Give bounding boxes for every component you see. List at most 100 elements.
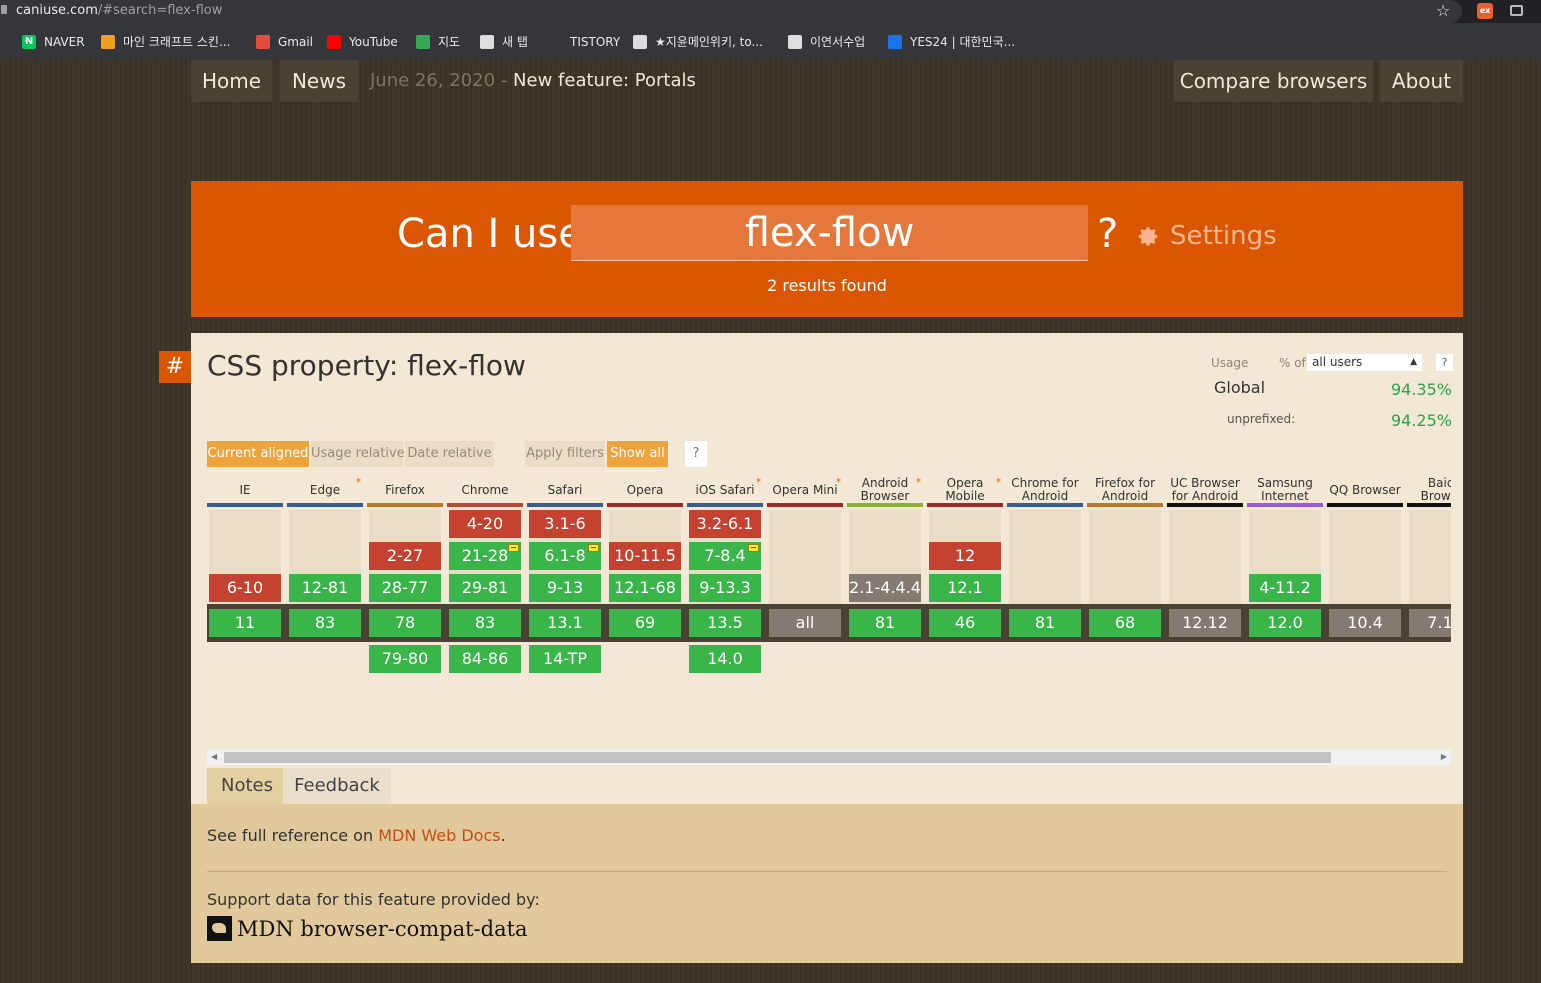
current-version-cell[interactable]: 83 — [449, 609, 521, 637]
users-select[interactable]: all users ▲ — [1307, 354, 1422, 371]
browser-name[interactable]: UC Browser for Android — [1167, 473, 1243, 507]
scrollbar-thumb[interactable] — [224, 752, 1331, 763]
bookmark-item[interactable]: 새 탭 — [480, 23, 528, 60]
unprefixed-label: unprefixed: — [1227, 412, 1296, 426]
version-cell[interactable]: 12.1-68 — [609, 574, 681, 602]
current-version-cell[interactable]: 13.1 — [529, 609, 601, 637]
version-cell[interactable]: 9-13.3 — [689, 574, 761, 602]
feature-title[interactable]: CSS property: flex-flow — [207, 349, 526, 382]
browser-name[interactable]: Opera — [607, 473, 683, 507]
scroll-left-icon[interactable]: ◀ — [211, 752, 218, 761]
tab-notes[interactable]: Notes — [207, 768, 287, 804]
usage-relative-button[interactable]: Usage relative — [311, 441, 405, 467]
search-input[interactable]: flex-flow — [571, 205, 1088, 261]
future-version-cell[interactable]: 14.0 — [689, 645, 761, 673]
browser-name[interactable]: Safari — [527, 473, 603, 507]
version-cell[interactable]: 9-13 — [529, 574, 601, 602]
extension-icon[interactable]: ex — [1477, 3, 1493, 19]
browser-name[interactable]: Android Browser — [847, 473, 923, 507]
current-version-cell[interactable]: 69 — [609, 609, 681, 637]
version-cell[interactable]: 29-81 — [449, 574, 521, 602]
current-version-cell[interactable]: 83 — [289, 609, 361, 637]
browser-name[interactable]: QQ Browser — [1327, 473, 1403, 507]
nav-news[interactable]: News — [280, 60, 358, 102]
usage-help-button[interactable]: ? — [1436, 354, 1453, 371]
bookmark-item[interactable]: YouTube — [327, 23, 398, 60]
current-version-cell[interactable]: 7.12 — [1409, 609, 1451, 637]
table-help-button[interactable]: ? — [685, 441, 707, 467]
bookmark-star-icon[interactable]: ☆ — [1436, 1, 1451, 20]
settings-button[interactable]: Settings — [1135, 221, 1277, 251]
browser-name[interactable]: Baidu Browser — [1407, 473, 1451, 507]
bookmark-item[interactable]: 이연서수업 — [788, 23, 865, 60]
future-version-cell[interactable]: 84-86 — [449, 645, 521, 673]
bookmark-item[interactable]: 마인 크래프트 스킨... — [101, 23, 230, 60]
show-all-button[interactable]: Show all — [607, 441, 668, 467]
browser-name[interactable]: Firefox for Android — [1087, 473, 1163, 507]
mdn-bcd-link[interactable]: MDN browser-compat-data — [207, 916, 528, 941]
version-cell[interactable]: 12.1 — [929, 574, 1001, 602]
browser-name[interactable]: Edge — [287, 473, 363, 507]
bookmark-item[interactable]: Gmail — [256, 23, 313, 60]
mdn-link[interactable]: MDN Web Docs — [378, 826, 501, 845]
version-cell[interactable]: 6.1-8 — [529, 542, 601, 570]
table-scrollbar[interactable]: ◀ ▶ — [207, 750, 1451, 765]
current-version-cell[interactable]: 11 — [209, 609, 281, 637]
bookmark-item[interactable]: 지도 — [416, 23, 460, 60]
browser-name[interactable]: Opera Mobile — [927, 473, 1003, 507]
nav-about[interactable]: About — [1380, 60, 1463, 102]
current-version-cell[interactable]: 68 — [1089, 609, 1161, 637]
nav-home[interactable]: Home — [191, 60, 272, 102]
browser-column: Chrome 4-20 21-28 29-81 83 84-86 — [447, 473, 523, 683]
version-cell[interactable]: 7-8.4 — [689, 542, 761, 570]
tab-feedback[interactable]: Feedback — [283, 768, 391, 804]
browser-name[interactable]: Chrome — [447, 473, 523, 507]
current-aligned-button[interactable]: Current aligned — [207, 441, 309, 467]
browser-name[interactable]: IE — [207, 473, 283, 507]
bookmark-item[interactable]: ★지윤메인위키, to... — [633, 23, 763, 60]
version-cell[interactable]: 4-11.2 — [1249, 574, 1321, 602]
current-version-cell[interactable]: 10.4 — [1329, 609, 1401, 637]
browser-name-label: IE — [239, 482, 251, 497]
scroll-right-icon[interactable]: ▶ — [1440, 752, 1447, 761]
version-cell[interactable]: 12-81 — [289, 574, 361, 602]
future-version-cell[interactable]: 79-80 — [369, 645, 441, 673]
current-version-cell[interactable]: 81 — [849, 609, 921, 637]
version-cell[interactable]: 2-27 — [369, 542, 441, 570]
news-ticker[interactable]: June 26, 2020 - New feature: Portals — [370, 60, 696, 102]
url-text[interactable]: caniuse.com/#search=flex-flow — [16, 3, 223, 18]
feature-anchor-link[interactable]: # — [159, 351, 191, 383]
version-cell[interactable]: 28-77 — [369, 574, 441, 602]
version-cell[interactable]: 12 — [929, 542, 1001, 570]
browser-name[interactable]: iOS Safari — [687, 473, 763, 507]
search-help[interactable]: ? — [1097, 211, 1119, 257]
current-version-cell[interactable]: 46 — [929, 609, 1001, 637]
version-cell[interactable]: 2.1-4.4.4 — [849, 574, 921, 602]
version-cell[interactable]: 4-20 — [449, 510, 521, 538]
version-cell[interactable]: 3.2-6.1 — [689, 510, 761, 538]
current-version-cell[interactable]: 81 — [1009, 609, 1081, 637]
browser-name[interactable]: Opera Mini — [767, 473, 843, 507]
current-version-cell[interactable]: 12.0 — [1249, 609, 1321, 637]
current-version-cell[interactable]: 12.12 — [1169, 609, 1241, 637]
current-version-cell[interactable]: all — [769, 609, 841, 637]
future-version-cell[interactable]: 14-TP — [529, 645, 601, 673]
current-version-cell[interactable]: 13.5 — [689, 609, 761, 637]
apply-filters-button[interactable]: Apply filters — [525, 441, 605, 467]
version-cell[interactable]: 3.1-6 — [529, 510, 601, 538]
cast-icon[interactable] — [1510, 5, 1523, 16]
address-bar[interactable]: caniuse.com/#search=flex-flow ☆ — [0, 0, 1462, 23]
version-cell[interactable]: 21-28 — [449, 542, 521, 570]
browser-name[interactable]: Firefox — [367, 473, 443, 507]
bookmark-item[interactable]: N NAVER — [22, 23, 85, 60]
nav-compare-browsers[interactable]: Compare browsers — [1174, 60, 1373, 102]
date-relative-button[interactable]: Date relative — [405, 441, 494, 467]
bookmark-item[interactable]: YES24 | 대한민국... — [888, 23, 1015, 60]
news-title[interactable]: New feature: Portals — [513, 70, 696, 91]
browser-name[interactable]: Chrome for Android — [1007, 473, 1083, 507]
browser-name[interactable]: Samsung Internet — [1247, 473, 1323, 507]
bookmark-item[interactable]: TISTORY — [548, 23, 620, 60]
current-version-cell[interactable]: 78 — [369, 609, 441, 637]
version-cell[interactable]: 10-11.5 — [609, 542, 681, 570]
version-cell[interactable]: 6-10 — [209, 574, 281, 602]
